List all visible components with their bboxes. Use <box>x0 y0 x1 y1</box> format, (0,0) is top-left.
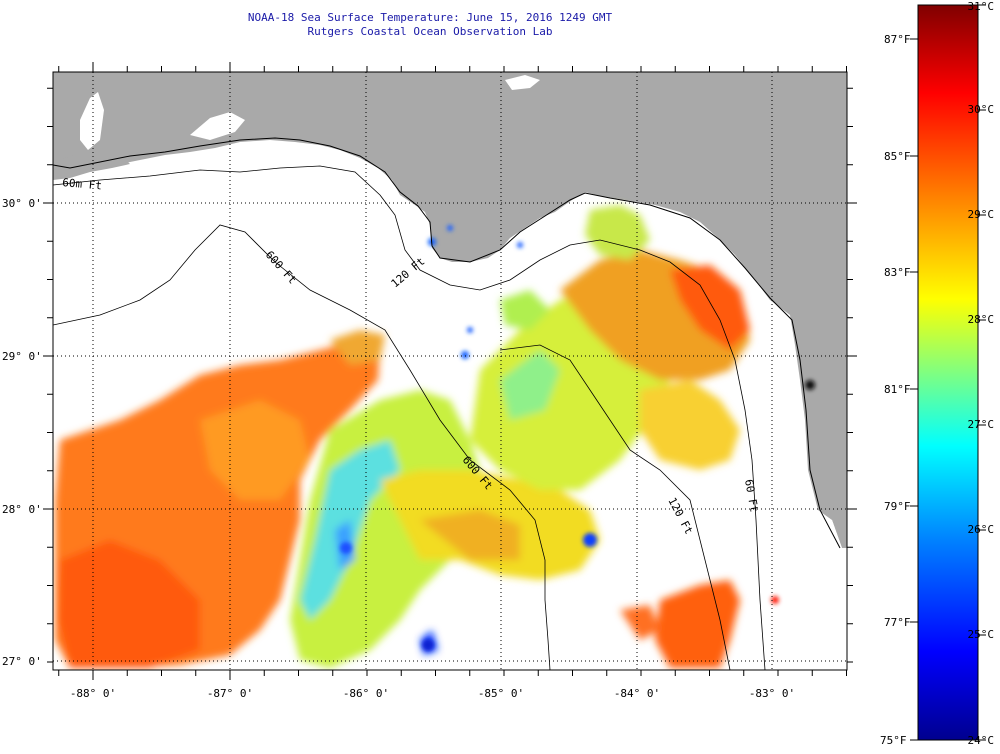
colorbar-c-tick: 26°C <box>968 523 995 536</box>
colorbar-f-tick: 87°F <box>884 33 911 46</box>
colorbar-bottom-fahrenheit: 75°F <box>880 734 907 747</box>
colorbar-c-tick: 25°C <box>968 628 995 641</box>
lon-label: -85° 0' <box>478 687 524 700</box>
colorbar-f-tick: 85°F <box>884 150 911 163</box>
colorbar <box>917 4 979 741</box>
lat-label: 28° 0' <box>2 503 42 516</box>
map-subtitle: Rutgers Coastal Ocean Observation Lab <box>307 25 553 38</box>
colorbar-c-tick: 30°C <box>968 103 995 116</box>
sst-field <box>55 205 750 668</box>
isobath-label: 60 Ft <box>742 478 761 513</box>
colorbar-f-tick: 83°F <box>884 266 911 279</box>
lon-label: -83° 0' <box>749 687 795 700</box>
lat-label: 27° 0' <box>2 655 42 668</box>
colorbar-top-celsius: 31°C <box>968 0 995 13</box>
lon-label: -86° 0' <box>343 687 389 700</box>
colorbar-c-tick: 27°C <box>968 418 995 431</box>
colorbar-f-tick: 77°F <box>884 616 911 629</box>
colorbar-c-tick: 29°C <box>968 208 995 221</box>
lon-label: -84° 0' <box>614 687 660 700</box>
lat-label: 30° 0' <box>2 197 42 210</box>
lat-lon-grid <box>53 72 847 670</box>
axis-ticks <box>43 62 857 680</box>
lon-label: -88° 0' <box>70 687 116 700</box>
land <box>53 72 847 548</box>
colorbar-f-tick: 79°F <box>884 500 911 513</box>
coastline <box>53 137 841 549</box>
map-title: NOAA-18 Sea Surface Temperature: June 15… <box>247 11 613 24</box>
lat-label: 29° 0' <box>2 350 42 363</box>
lon-label: -87° 0' <box>207 687 253 700</box>
colorbar-bottom-celsius: 24°C <box>968 734 995 747</box>
isobaths <box>53 165 766 670</box>
colorbar-c-tick: 28°C <box>968 313 995 326</box>
bays <box>80 75 842 560</box>
colorbar-f-tick: 81°F <box>884 383 911 396</box>
isobath-label: 60m Ft <box>62 176 103 192</box>
colorbar-ticks <box>910 4 986 741</box>
